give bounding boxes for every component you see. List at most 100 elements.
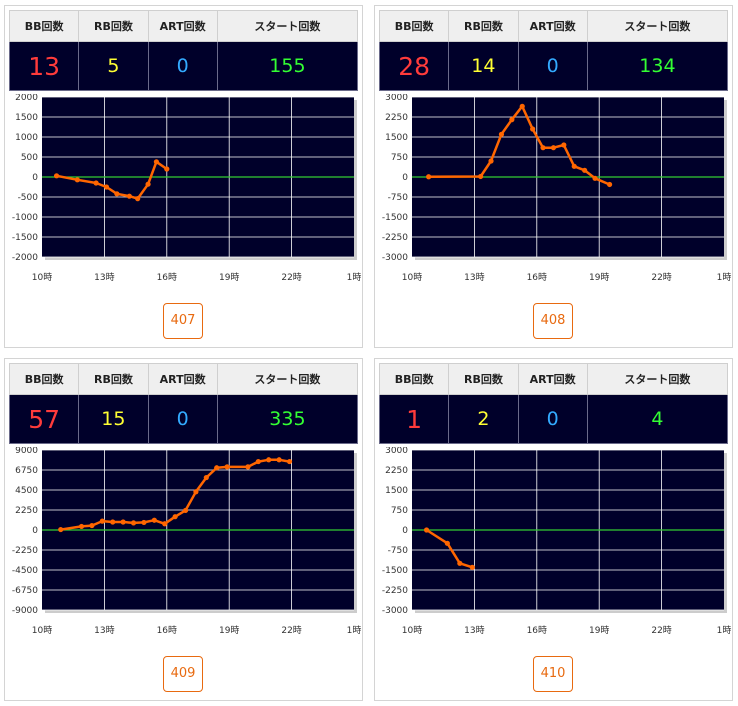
- x-tick-label: 16時: [157, 625, 177, 636]
- machine-number-button[interactable]: 407: [163, 303, 203, 339]
- y-tick-label: -3000: [382, 606, 408, 616]
- machine-card-410: BB回数 RB回数 ART回数 スタート回数 1 2 0 4 3000 2250 1…: [374, 358, 733, 701]
- data-point: [488, 158, 494, 164]
- x-tick-label: 22時: [281, 272, 301, 283]
- y-tick-label: 6750: [15, 466, 38, 476]
- rb-count: 14: [448, 41, 519, 91]
- stats-table: BB回数 RB回数 ART回数 スタート回数 1 2 0 4: [378, 363, 729, 444]
- series-line: [425, 528, 473, 569]
- data-point: [245, 464, 251, 470]
- data-point: [469, 564, 475, 570]
- header-start: スタート回数: [586, 363, 729, 395]
- bb-count: 13: [8, 41, 80, 91]
- y-tick-label: 500: [21, 153, 38, 163]
- data-point: [193, 489, 199, 495]
- art-count: 0: [147, 41, 218, 91]
- graph-chart: 2000 1500 1000 500 0 -500 -1000 -1500 -2000 10時 13…: [12, 94, 362, 283]
- header-start: スタート回数: [216, 10, 359, 42]
- x-tick-label: 10時: [32, 272, 52, 283]
- data-point: [255, 458, 261, 465]
- x-tick-label: 19時: [219, 625, 239, 636]
- rb-count: 5: [78, 41, 149, 91]
- header-rb: RB回数: [78, 10, 149, 42]
- header-rb: RB回数: [448, 10, 519, 42]
- data-point: [444, 540, 450, 546]
- data-point: [607, 181, 613, 188]
- x-tick-label: 19時: [589, 625, 609, 636]
- y-tick-label: -2250: [12, 546, 38, 556]
- header-art: ART回数: [147, 363, 218, 395]
- y-tick-label: 0: [32, 173, 38, 183]
- machine-number-button[interactable]: 409: [163, 656, 203, 692]
- x-tick-label: 16時: [527, 272, 547, 283]
- data-point: [53, 173, 60, 179]
- x-tick-label: 16時: [157, 272, 177, 283]
- data-point: [540, 145, 546, 151]
- data-point: [145, 181, 151, 187]
- data-point: [126, 193, 132, 199]
- x-tick-label: 19時: [219, 272, 239, 283]
- stats-table: BB回数 RB回数 ART回数 スタート回数 28 14 0 134: [378, 10, 729, 91]
- bb-count: 28: [378, 41, 450, 91]
- y-tick-label: 3000: [385, 447, 408, 456]
- y-tick-label: -1500: [382, 566, 408, 576]
- data-point: [519, 103, 525, 109]
- machine-card-407: BB回数 RB回数 ART回数 スタート回数 13 5 0 155 2000 15…: [4, 5, 363, 348]
- y-tick-label: -4500: [12, 566, 38, 576]
- data-point: [74, 177, 80, 183]
- header-bb: BB回数: [8, 10, 80, 42]
- y-tick-label: 2250: [15, 506, 38, 516]
- header-start: スタート回数: [216, 363, 359, 395]
- data-point: [162, 521, 168, 527]
- data-point: [164, 166, 170, 172]
- data-point: [426, 174, 432, 180]
- data-point: [130, 520, 137, 526]
- y-tick-label: 9000: [15, 447, 38, 456]
- header-art: ART回数: [517, 10, 588, 42]
- header-rb: RB回数: [448, 363, 519, 395]
- y-tick-label: 1500: [385, 486, 408, 496]
- y-tick-label: 2250: [385, 113, 408, 123]
- x-tick-label: 19時: [589, 272, 609, 283]
- machine-card-409: BB回数 RB回数 ART回数 スタート回数 57 15 0 335 9000 6…: [4, 358, 363, 701]
- data-point: [592, 175, 598, 181]
- y-tick-label: 0: [402, 173, 408, 183]
- x-tick-label: 13時: [94, 625, 114, 636]
- y-tick-label: 750: [391, 506, 408, 516]
- data-point: [561, 142, 567, 148]
- y-tick-label: -750: [388, 546, 409, 556]
- data-point: [550, 145, 557, 151]
- x-tick-label: 10時: [402, 272, 422, 283]
- x-tick-label: 1時: [347, 272, 362, 283]
- data-point: [114, 191, 120, 197]
- y-tick-label: 1500: [385, 133, 408, 143]
- y-tick-label: -6750: [12, 586, 38, 596]
- data-point: [103, 184, 110, 190]
- data-point: [141, 519, 147, 526]
- header-art: ART回数: [517, 363, 588, 395]
- series-line: [56, 160, 168, 200]
- data-point: [110, 519, 116, 525]
- x-tick-label: 1時: [347, 625, 362, 636]
- y-tick-label: 750: [391, 153, 408, 163]
- machine-number-button[interactable]: 410: [533, 656, 573, 692]
- data-point: [78, 523, 85, 530]
- data-point: [93, 180, 99, 186]
- x-tick-label: 22時: [651, 272, 671, 283]
- y-tick-label: 2000: [15, 94, 38, 103]
- x-tick-label: 22時: [281, 625, 301, 636]
- data-point: [89, 522, 95, 529]
- data-point: [99, 518, 105, 524]
- y-tick-label: -750: [388, 193, 409, 203]
- y-tick-label: 1500: [15, 113, 38, 123]
- y-tick-label: 3000: [385, 94, 408, 103]
- data-point: [135, 196, 141, 202]
- x-tick-label: 22時: [651, 625, 671, 636]
- header-start: スタート回数: [586, 10, 729, 42]
- machine-number-button[interactable]: 408: [533, 303, 573, 339]
- data-point: [266, 457, 272, 463]
- y-tick-label: 2250: [385, 466, 408, 476]
- data-point: [478, 173, 484, 180]
- y-tick-label: 1000: [15, 133, 38, 143]
- x-tick-label: 1時: [717, 272, 732, 283]
